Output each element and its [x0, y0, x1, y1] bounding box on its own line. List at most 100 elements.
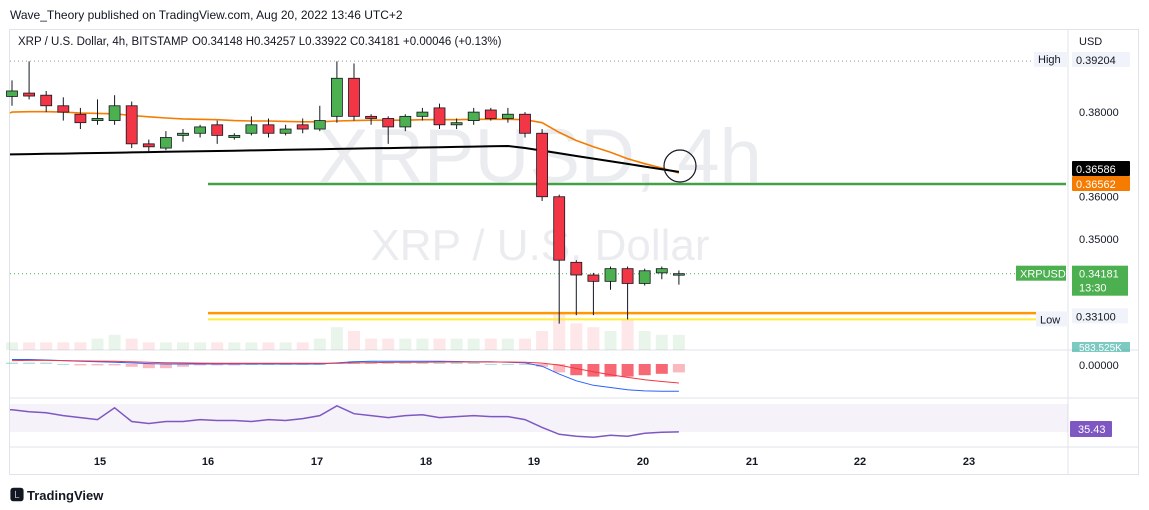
- volume-bar: [433, 338, 446, 350]
- candle-body[interactable]: [604, 268, 617, 282]
- macd-histogram-bar: [553, 364, 566, 373]
- candle-body[interactable]: [313, 120, 326, 130]
- macd-histogram-bar: [159, 364, 172, 369]
- candle-body[interactable]: [330, 77, 343, 117]
- macd-histogram-bar: [399, 362, 412, 364]
- candle-body[interactable]: [348, 77, 360, 117]
- volume-bar: [348, 331, 360, 350]
- macd-histogram-bar: [108, 364, 121, 366]
- candle-body[interactable]: [433, 107, 446, 126]
- candle-body[interactable]: [245, 124, 258, 134]
- candle-body[interactable]: [108, 105, 121, 121]
- candle-body[interactable]: [91, 118, 104, 121]
- low-label: Low: [1040, 314, 1060, 326]
- candle-body[interactable]: [501, 113, 514, 119]
- candle-body[interactable]: [587, 274, 600, 282]
- candle-body[interactable]: [125, 105, 138, 145]
- candle-body[interactable]: [365, 115, 378, 119]
- macd-histogram-bar: [6, 362, 18, 364]
- tradingview-footer[interactable]: 🅻 TradingView: [10, 485, 103, 505]
- time-axis-tick: 17: [311, 456, 323, 468]
- time-axis-tick: 20: [637, 456, 649, 468]
- candle-body[interactable]: [194, 126, 207, 134]
- macd-histogram-bar: [91, 364, 104, 366]
- volume-bar: [211, 342, 224, 350]
- candle-body[interactable]: [553, 196, 566, 261]
- high-label-bg: [1034, 52, 1068, 67]
- time-axis-tick: 16: [202, 456, 214, 468]
- candle-body[interactable]: [450, 122, 463, 126]
- volume-bar: [108, 334, 121, 350]
- volume-bar: [382, 338, 395, 350]
- volume-bar: [655, 334, 668, 350]
- axis-ema-orange-value-bg: [1072, 175, 1130, 191]
- macd-histogram-bar: [672, 364, 685, 373]
- volume-bar: [467, 338, 480, 350]
- candle-body[interactable]: [467, 111, 480, 121]
- candle-body[interactable]: [228, 134, 241, 138]
- volume-bar: [399, 338, 412, 350]
- candle-body[interactable]: [399, 115, 412, 128]
- macd-line[interactable]: [12, 359, 679, 392]
- candle-body[interactable]: [416, 111, 429, 117]
- macd-histogram-bar: [57, 364, 70, 365]
- symbol-tag: XRPUSD: [1020, 269, 1066, 281]
- macd-histogram-bar: [125, 364, 138, 367]
- candle-body[interactable]: [279, 128, 292, 134]
- axis-tick: 0.36000: [1079, 192, 1119, 204]
- candle-body[interactable]: [262, 124, 275, 134]
- axis-low-value-bg: [1072, 308, 1128, 324]
- volume-bar: [6, 342, 18, 350]
- candle-body[interactable]: [40, 94, 53, 107]
- volume-bar: [501, 338, 514, 350]
- candle-body[interactable]: [211, 124, 224, 136]
- macd-histogram-bar: [501, 364, 514, 365]
- axis-ema-black-value-bg: [1072, 160, 1130, 176]
- rsi-value: 35.43: [1078, 424, 1106, 436]
- candle-body[interactable]: [159, 137, 172, 149]
- crossover-circle-marker[interactable]: [663, 149, 697, 183]
- candle-body[interactable]: [74, 113, 87, 124]
- candle-body[interactable]: [382, 118, 395, 128]
- macd-histogram-bar: [484, 364, 497, 365]
- axis-high-value-bg: [1072, 52, 1130, 67]
- candle-body[interactable]: [177, 132, 189, 136]
- volume-bar: [74, 342, 87, 350]
- candle-body[interactable]: [638, 270, 651, 284]
- footer-brand: TradingView: [27, 487, 104, 503]
- candle-body[interactable]: [484, 109, 497, 119]
- candle-body[interactable]: [673, 273, 685, 276]
- axis-tick: 0.35000: [1079, 234, 1119, 246]
- candle-body[interactable]: [142, 143, 155, 148]
- ema-black-line[interactable]: [10, 144, 680, 173]
- macd-histogram-bar: [23, 362, 36, 364]
- time-axis-tick: 21: [746, 456, 758, 468]
- candle-body[interactable]: [23, 92, 36, 97]
- time-axis-tick: 15: [94, 456, 106, 468]
- macd-histogram-bar: [536, 364, 549, 367]
- last-price-bg: [1072, 265, 1128, 296]
- macd-signal-line[interactable]: [11, 359, 679, 384]
- candle-body[interactable]: [6, 90, 18, 97]
- legend-symbol: XRP / U.S. Dollar, 4h, BITSTAMP: [18, 36, 189, 48]
- axis-high-value: 0.39204: [1076, 55, 1116, 67]
- candle-body[interactable]: [57, 105, 70, 113]
- rsi-line[interactable]: [10, 404, 679, 438]
- time-axis-tick: 19: [528, 456, 540, 468]
- rsi-tag-bg: [1070, 421, 1112, 437]
- macd-zero-label: 0.00000: [1079, 360, 1119, 372]
- macd-histogram-bar: [587, 364, 600, 377]
- tradingview-logo-icon: 🅻: [10, 487, 24, 503]
- candle-body[interactable]: [621, 268, 634, 284]
- candle-body[interactable]: [519, 113, 531, 134]
- candle-body[interactable]: [536, 132, 548, 198]
- candle-body[interactable]: [655, 268, 668, 274]
- candle-body[interactable]: [570, 261, 583, 276]
- candle-body[interactable]: [296, 124, 309, 130]
- volume-bar: [638, 331, 651, 350]
- macd-histogram-bar: [228, 364, 241, 366]
- volume-bar: [296, 342, 309, 350]
- volume-bar: [57, 342, 70, 350]
- volume-bar: [365, 338, 378, 350]
